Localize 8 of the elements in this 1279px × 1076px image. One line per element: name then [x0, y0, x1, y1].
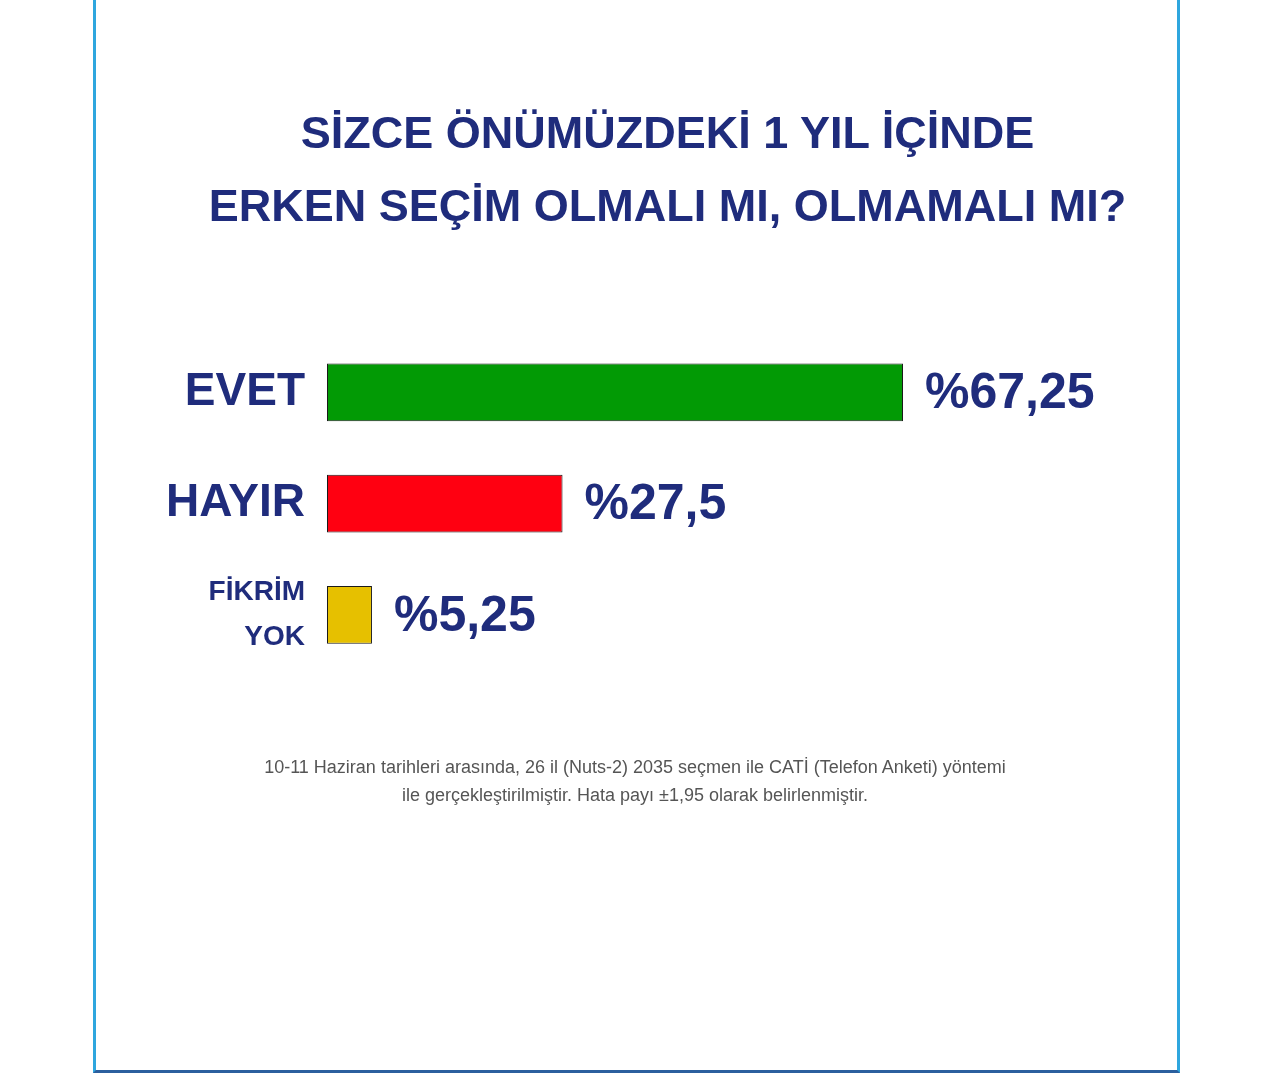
data-label: %5,25 — [393, 585, 536, 642]
data-label: %67,25 — [925, 363, 1095, 420]
chart-title: SİZCE ÖNÜMÜZDEKİ 1 YIL İÇİNDE ERKEN SEÇİM OLMALI MI, OLMAMALI MI? — [207, 106, 1128, 233]
y-tick-label: HAYIR — [166, 474, 305, 527]
data-label: %27,5 — [584, 474, 727, 531]
text: 10-11 Haziran tarihleri arasında, 26 il (Nuts-2) 2035 seçmen ile CATİ (Telefon Anketi) yöntemi ile gerçekleştirilmiştir. Hata payı ±1,95 olarak belirlenmiştir. — [263, 756, 1007, 807]
y-tick-label: FİKRİM YOK — [208, 575, 305, 651]
y-tick-label: EVET — [184, 363, 305, 416]
